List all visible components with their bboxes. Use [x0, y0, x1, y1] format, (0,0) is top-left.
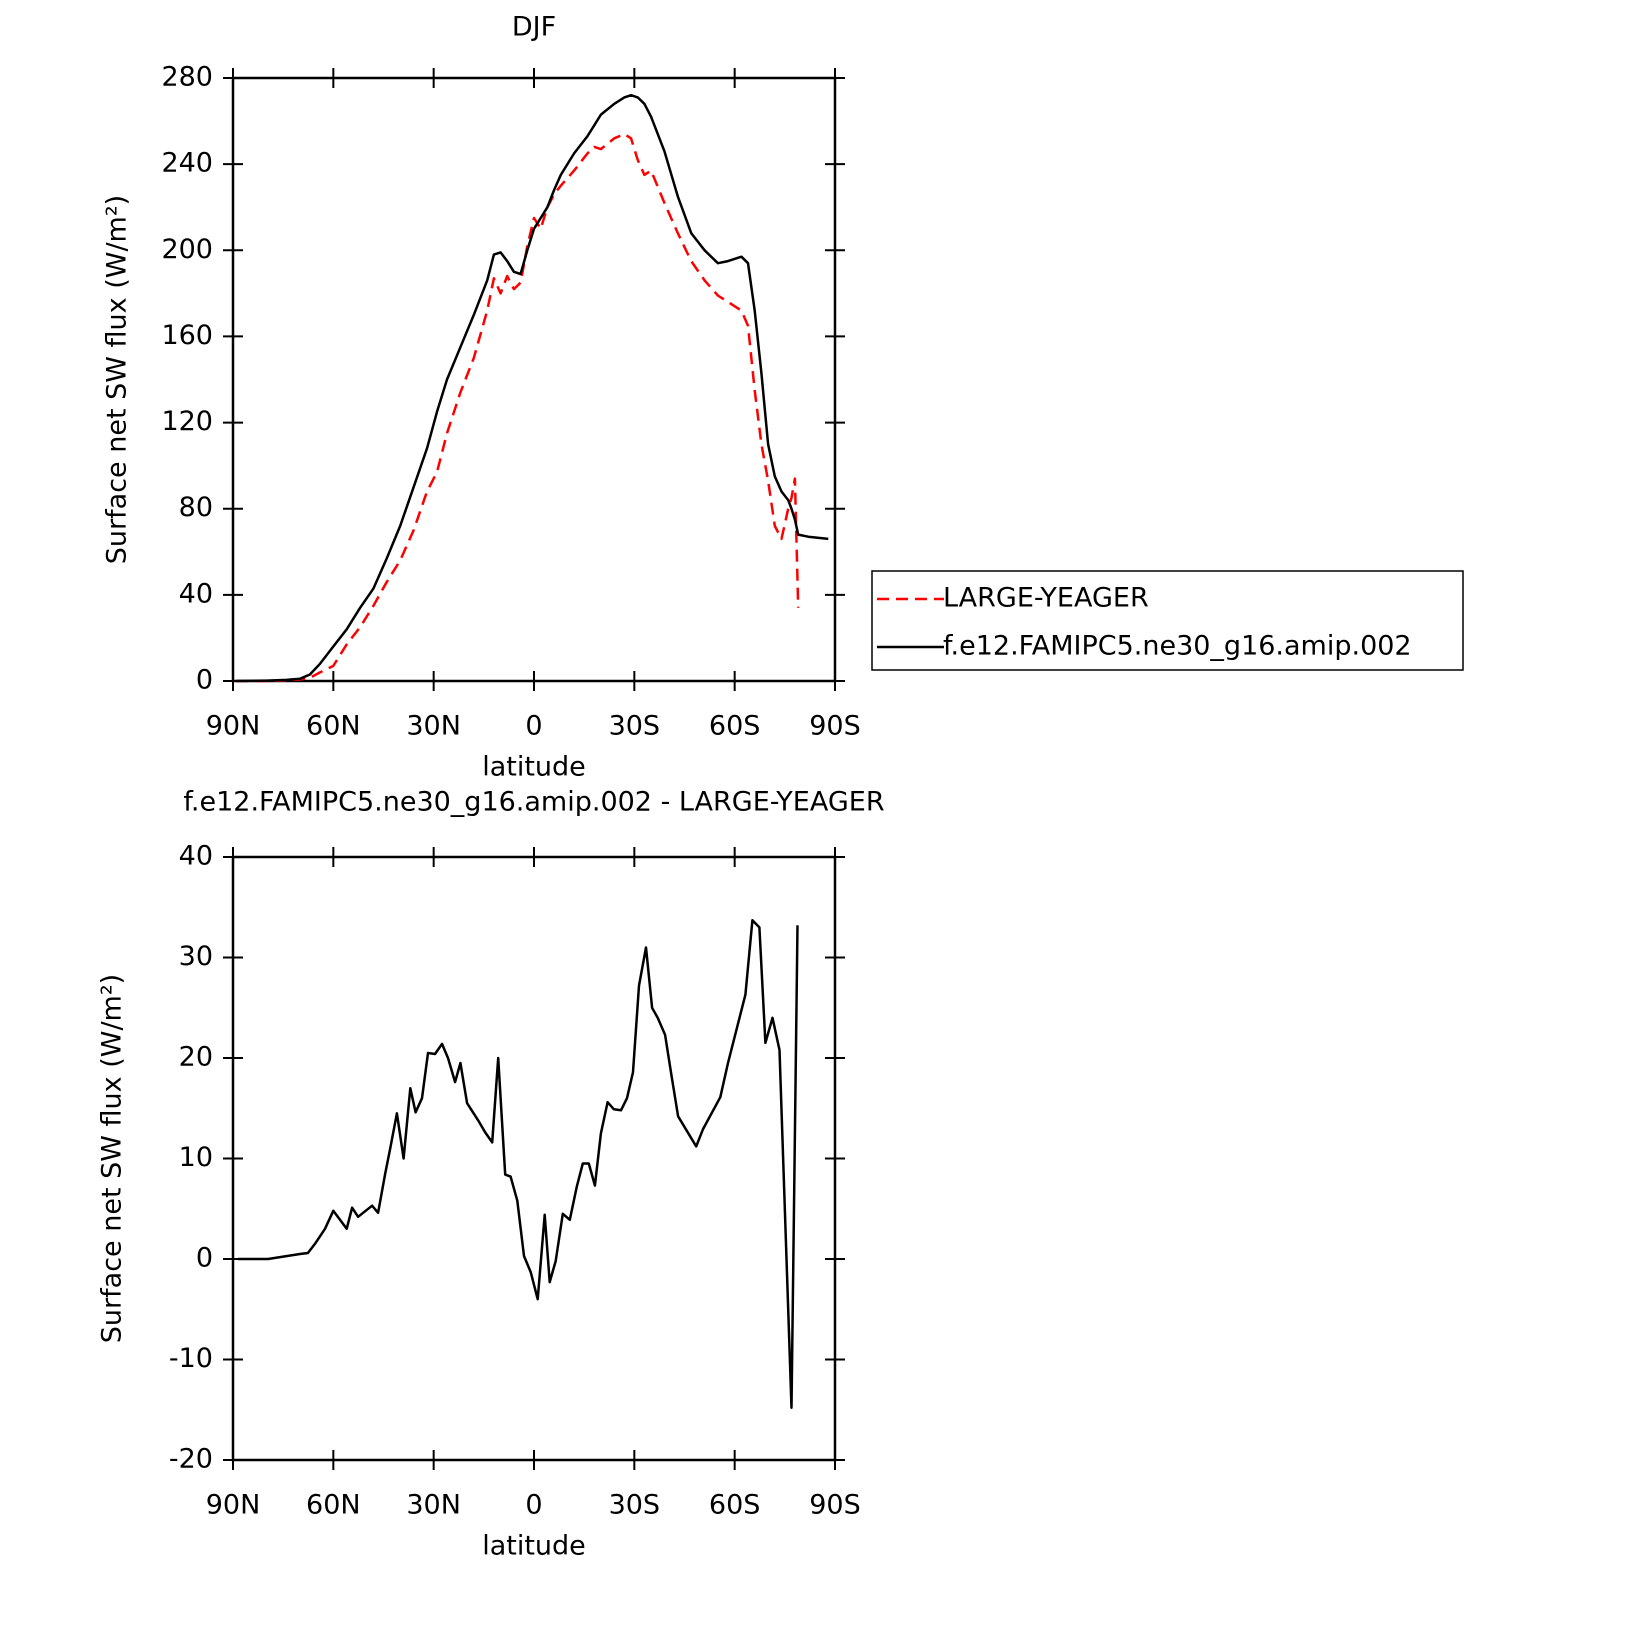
- y-tick-label: 10: [179, 1142, 213, 1173]
- x-tick-label: 60S: [709, 711, 761, 742]
- data-line: [238, 919, 799, 1409]
- x-axis-label: latitude: [482, 752, 586, 783]
- x-tick-label: 30N: [406, 1490, 461, 1521]
- x-tick-label: 60N: [306, 1490, 361, 1521]
- x-tick-label: 30S: [609, 711, 661, 742]
- y-tick-label: 80: [179, 492, 213, 523]
- x-tick-label: 0: [525, 711, 542, 742]
- y-tick-label: -20: [169, 1444, 213, 1475]
- legend-label: f.e12.FAMIPC5.ne30_g16.amip.002: [943, 631, 1412, 662]
- legend-label: LARGE-YEAGER: [943, 583, 1149, 614]
- legend-frame: [871, 570, 1464, 671]
- data-line: [236, 132, 800, 683]
- y-tick-label: 40: [179, 841, 213, 872]
- y-tick-label: 240: [161, 148, 213, 179]
- y-axis-label: Surface net SW flux (W/m²): [97, 974, 128, 1343]
- y-tick-label: 280: [161, 62, 213, 93]
- x-tick-label: 30N: [406, 711, 461, 742]
- x-tick-label: 90S: [809, 711, 861, 742]
- chart-title: f.e12.FAMIPC5.ne30_g16.amip.002 - LARGE-…: [183, 787, 884, 818]
- y-tick-label: 200: [161, 234, 213, 265]
- x-tick-label: 60N: [306, 711, 361, 742]
- y-tick-label: 0: [196, 1243, 213, 1274]
- y-axis-label: Surface net SW flux (W/m²): [102, 195, 133, 564]
- x-tick-label: 30S: [609, 1490, 661, 1521]
- plot-frame: [231, 76, 837, 683]
- y-tick-label: 0: [196, 665, 213, 696]
- chart-title: DJF: [512, 12, 556, 43]
- plot-frame: [231, 855, 837, 1462]
- y-tick-label: 40: [179, 578, 213, 609]
- y-tick-label: 30: [179, 941, 213, 972]
- x-tick-label: 60S: [709, 1490, 761, 1521]
- x-tick-label: 90S: [809, 1490, 861, 1521]
- data-line: [236, 93, 829, 683]
- y-tick-label: 20: [179, 1042, 213, 1073]
- x-tick-label: 0: [525, 1490, 542, 1521]
- y-tick-label: -10: [169, 1343, 213, 1374]
- x-tick-label: 90N: [206, 711, 261, 742]
- x-axis-label: latitude: [482, 1531, 586, 1562]
- y-tick-label: 160: [161, 320, 213, 351]
- x-tick-label: 90N: [206, 1490, 261, 1521]
- y-tick-label: 120: [161, 406, 213, 437]
